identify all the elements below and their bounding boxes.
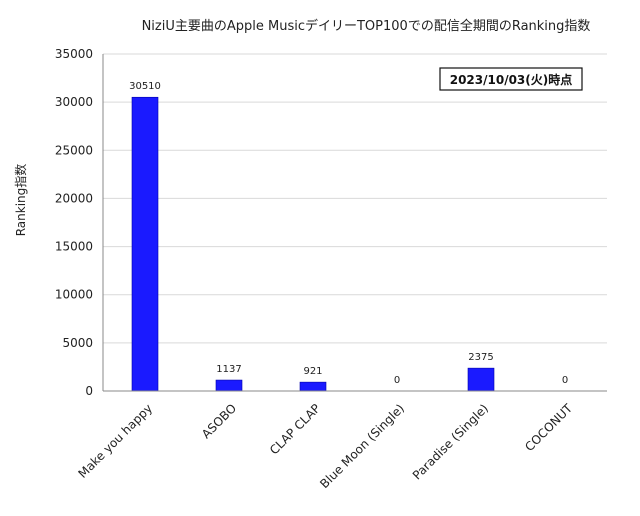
data-label: 30510 [129, 81, 161, 92]
data-label: 0 [394, 375, 400, 386]
bar [299, 381, 327, 392]
y-tick-label: 5000 [62, 336, 93, 350]
date-annotation-text: 2023/10/03(火)時点 [450, 72, 573, 87]
y-tick-label: 30000 [55, 95, 93, 109]
date-annotation-box [439, 67, 583, 91]
bar [215, 379, 243, 392]
chart-title: NiziU主要曲のApple MusicデイリーTOP100での配信全期間のRa… [142, 18, 591, 34]
bars [131, 96, 495, 392]
x-tick-label: COCONUT [522, 401, 575, 454]
date-annotation: 2023/10/03(火)時点 [439, 67, 583, 91]
y-tick-label: 20000 [55, 191, 93, 205]
bar [131, 96, 159, 392]
y-axis-label: Ranking指数 [13, 164, 28, 237]
data-label: 1137 [216, 364, 241, 375]
y-tick-label: 25000 [55, 143, 93, 157]
y-tick-label: 35000 [55, 47, 93, 61]
x-tick-label: CLAP CLAP [267, 401, 323, 457]
data-label: 921 [303, 366, 322, 377]
x-tick-label: Paradise (Single) [410, 401, 491, 482]
x-tick-label: Make you happy [76, 401, 156, 481]
y-tick-label: 10000 [55, 288, 93, 302]
x-tick-label: Blue Moon (Single) [317, 401, 407, 491]
x-tick-label: ASOBO [199, 401, 239, 441]
data-label: 2375 [468, 352, 493, 363]
y-axis-ticks: 0 5000 10000 15000 20000 25000 30000 35000 [55, 47, 93, 398]
y-tick-label: 0 [85, 384, 93, 398]
y-tick-label: 15000 [55, 240, 93, 254]
data-label: 0 [562, 375, 568, 386]
data-labels: 30510 1137 921 0 2375 0 [129, 81, 568, 386]
grid-lines [103, 53, 607, 344]
bar [467, 367, 495, 392]
